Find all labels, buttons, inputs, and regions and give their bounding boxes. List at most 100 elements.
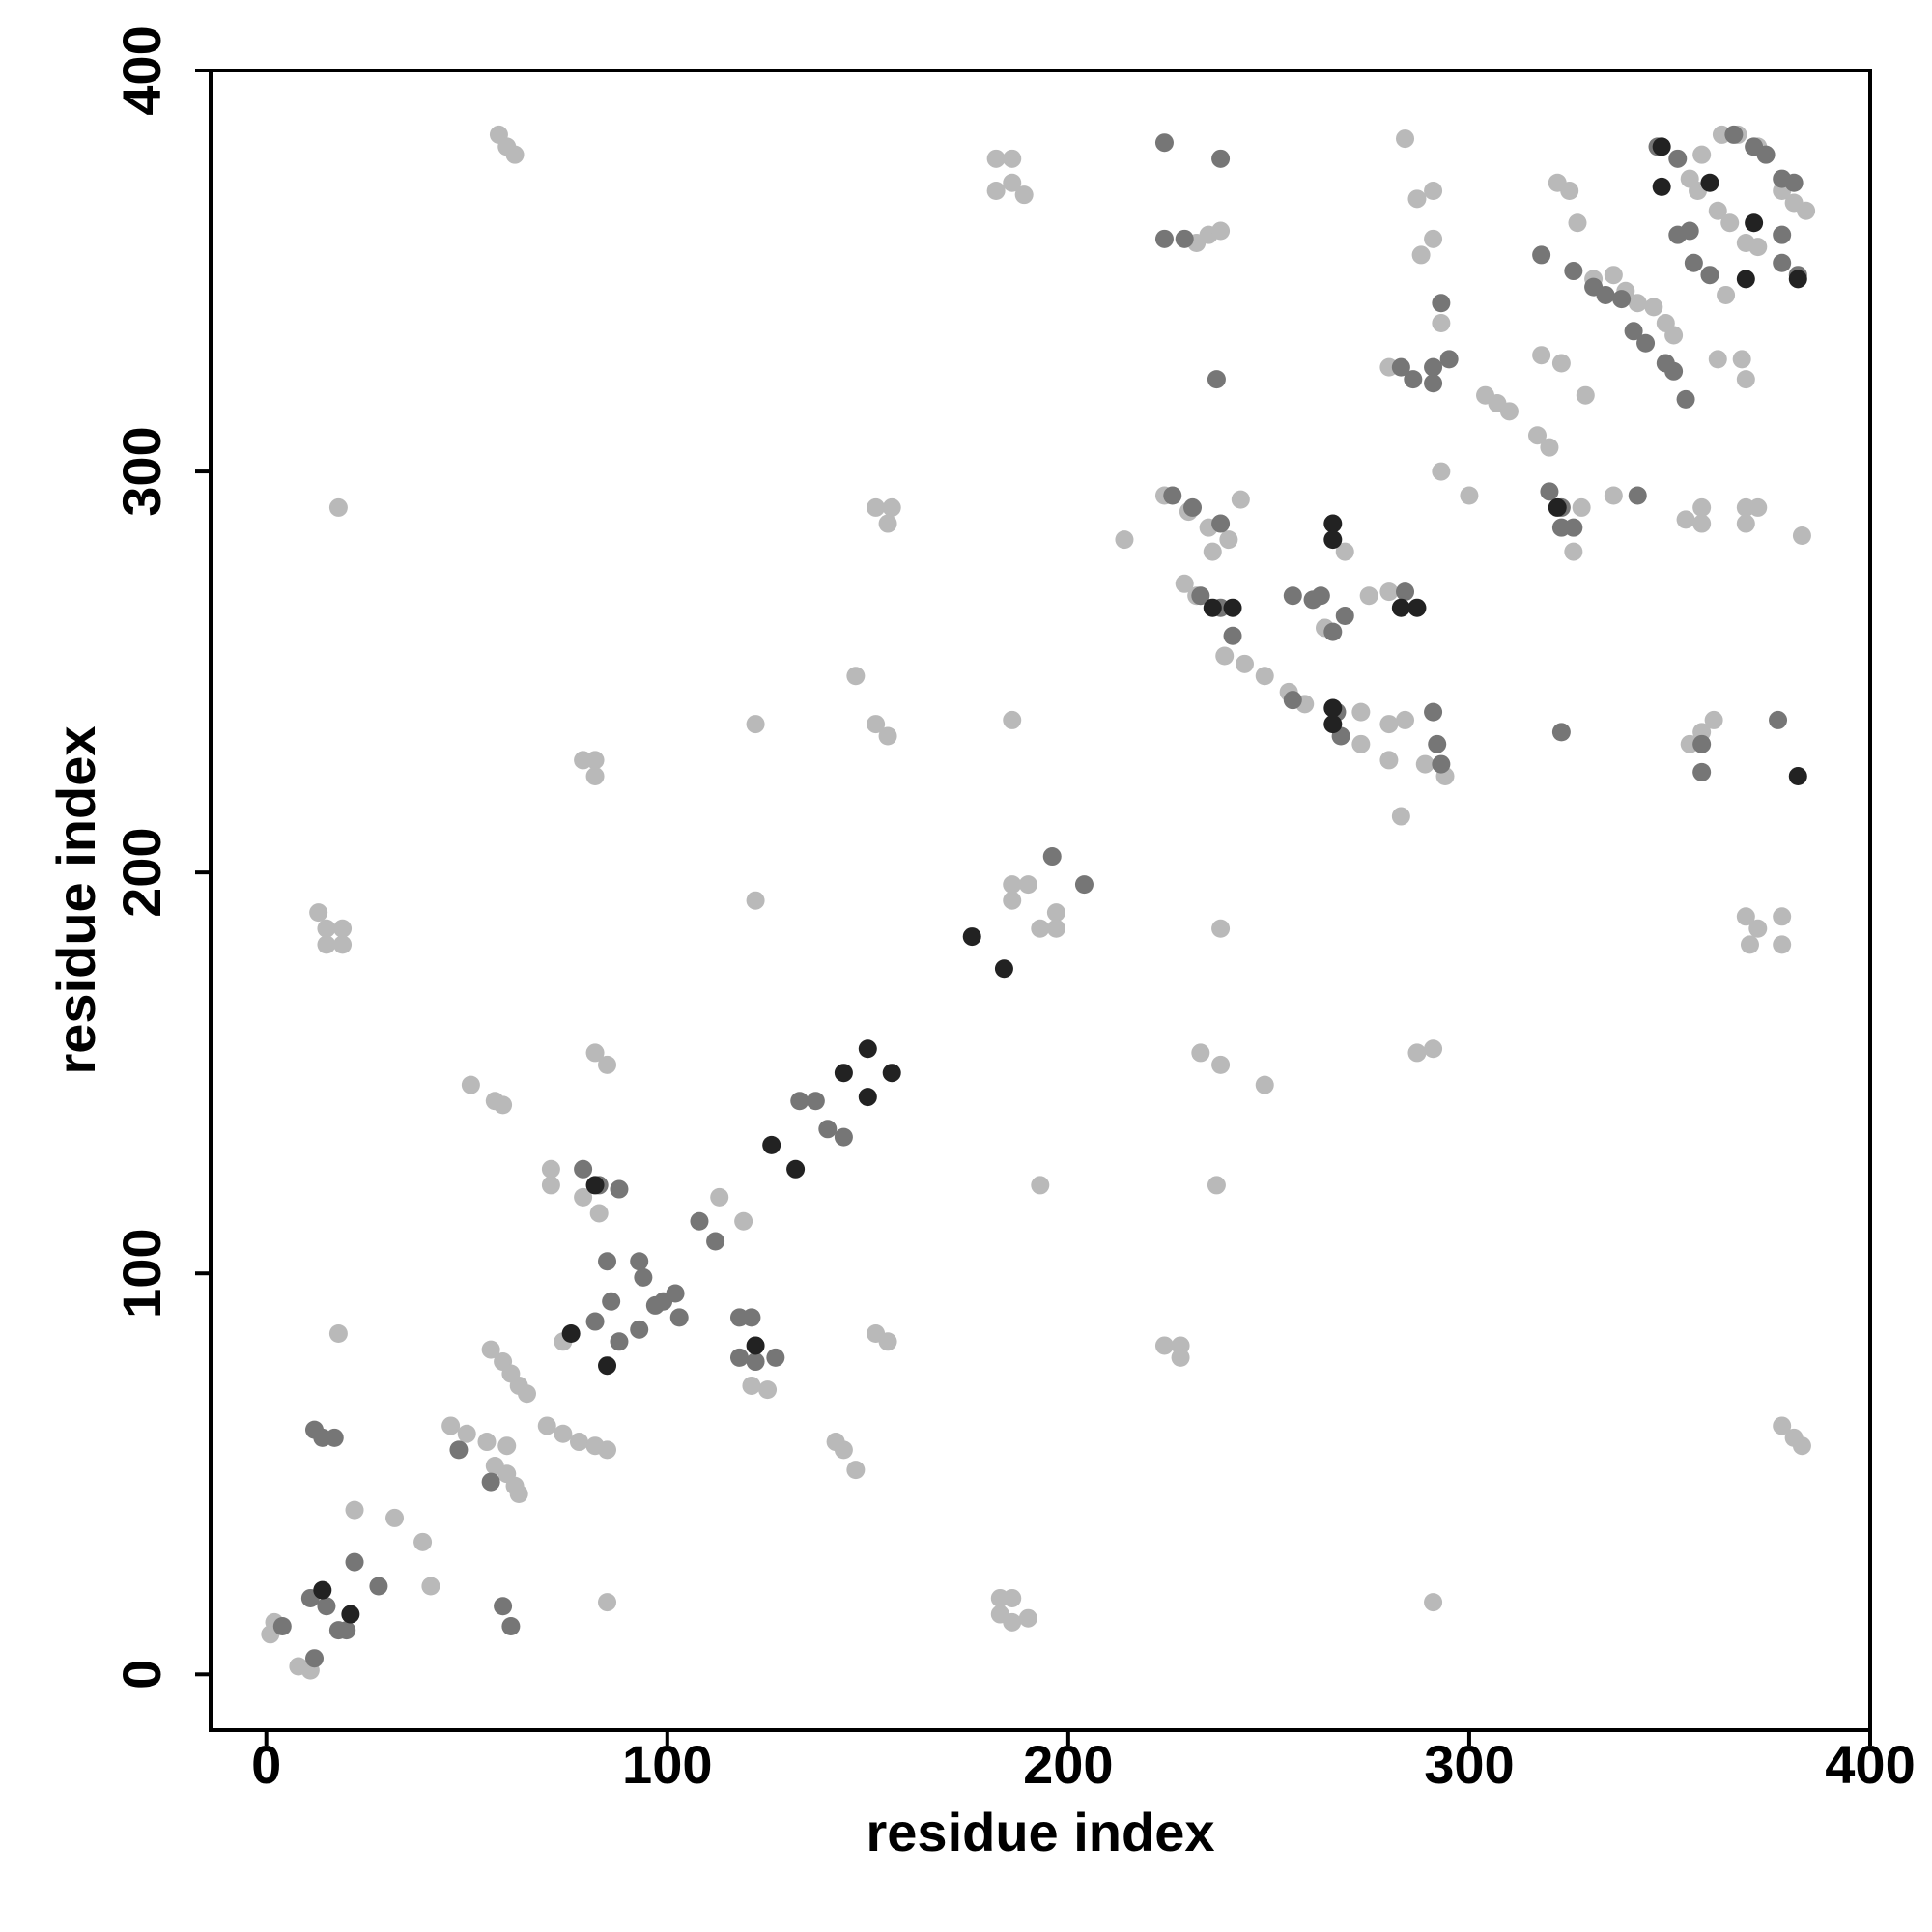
point [1042,847,1062,867]
point [1323,622,1343,641]
point [666,1284,685,1303]
point [1792,1436,1811,1456]
point [1255,1075,1274,1094]
point [328,497,348,517]
point [786,1159,806,1179]
point [1424,1593,1443,1612]
point [337,1621,356,1640]
point [449,1440,469,1460]
point [1335,542,1354,561]
point [1736,370,1755,389]
point [1407,1043,1427,1063]
point [1628,294,1647,313]
point [710,1187,729,1207]
point [272,1616,292,1635]
point [1323,514,1343,533]
point [610,1179,629,1199]
point [494,1597,513,1616]
point [742,1308,761,1327]
point [669,1308,689,1327]
point [1003,173,1022,192]
point [634,1267,653,1287]
point [834,1127,853,1147]
point [328,1323,348,1343]
point [1231,490,1250,509]
point [477,1433,497,1452]
point [385,1508,405,1527]
point [1668,149,1688,168]
point [1736,270,1755,289]
point [1604,266,1623,285]
y-tick-label: 200 [111,827,172,917]
point [1046,919,1065,938]
point [1074,875,1094,895]
point [1624,322,1643,341]
point [1396,582,1415,602]
point [1391,357,1410,377]
point [1664,326,1684,345]
point [729,1348,749,1367]
point [1424,374,1443,393]
point [461,1075,480,1094]
point [1424,229,1443,248]
point [585,1176,605,1195]
point [762,1135,781,1154]
point [867,497,886,517]
point [1540,482,1559,501]
point [846,1461,866,1480]
point [317,935,336,954]
point [505,145,525,164]
point [1788,767,1807,786]
point [1018,1608,1037,1628]
point [882,1064,901,1083]
point [1439,350,1459,369]
point [1003,149,1022,168]
point [1411,245,1431,265]
point [1415,754,1435,774]
point [1211,1055,1231,1074]
point [1154,1336,1174,1355]
point [1740,935,1759,954]
point [742,1376,761,1395]
point [1684,253,1703,272]
point [509,1485,528,1504]
point [457,1424,476,1443]
point [758,1380,778,1400]
point [501,1616,521,1635]
point [1175,229,1194,248]
x-tick-label: 0 [251,1734,281,1795]
point [806,1092,825,1111]
point [1219,530,1238,550]
point [1499,402,1519,421]
point [1171,1348,1190,1367]
point [1736,907,1755,926]
point [598,1440,617,1460]
point [517,1384,536,1404]
x-tick-label: 200 [1023,1734,1113,1795]
point [1335,607,1354,626]
point [1003,875,1022,895]
point [1564,518,1583,537]
point [1748,238,1768,257]
point [1014,185,1034,205]
point [537,1416,556,1435]
point [1700,173,1719,192]
point [690,1211,709,1231]
point [1724,125,1744,144]
point [1432,313,1451,332]
point [333,935,353,954]
point [1548,497,1567,517]
point [1717,285,1736,304]
point [585,1312,605,1331]
point [1424,182,1443,201]
point [1311,586,1330,606]
point [994,959,1013,979]
point [598,1252,617,1271]
point [1003,1588,1022,1607]
point [598,1593,617,1612]
point [630,1252,649,1271]
point [878,726,897,746]
point [1255,667,1274,686]
point [858,1039,877,1059]
